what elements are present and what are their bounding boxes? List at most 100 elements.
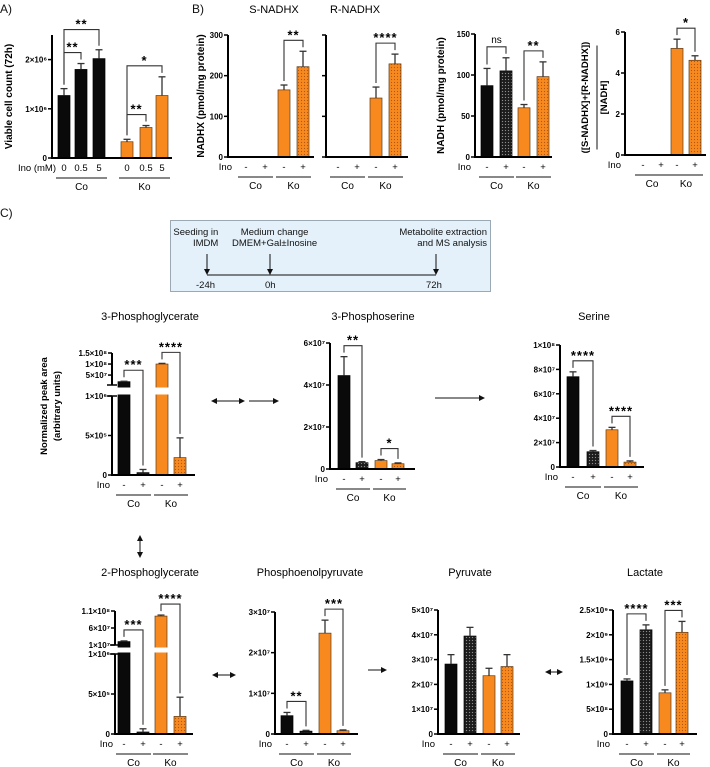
chart-nadh: NADH (pmol/mg protein) - + - +0 50 100 150 Ino Co… [436,30,552,192]
bar [369,97,383,158]
group-label: Co [454,758,467,767]
x-axis-label: Ino [608,160,621,171]
group-label: Co [490,181,503,192]
x-tick-label: + [140,739,146,750]
group-label: Ko [383,493,396,504]
y-tick-label: 5×10⁸ [586,705,608,714]
chart-title: R-NADHX [330,4,381,16]
y-tick-label: 2×10⁷ [304,423,325,432]
y-axis-label: NADHX (pmol/mg protein) [196,34,207,157]
y-tick-label: 5×10⁷ [86,371,107,380]
y-tick-label: 3×10⁷ [249,608,270,617]
significance-label: ** [287,27,299,42]
significance-label: ** [66,40,78,55]
y-tick-label: 0 [321,465,326,474]
y-tick-label: 3×10⁷ [412,656,433,665]
axis-break-gap [117,647,131,653]
significance-bracket [123,629,144,725]
bar [74,69,88,159]
bar [154,615,168,735]
significance-label: *** [124,357,142,372]
significance-bracket [324,608,344,726]
y-tick-label: 0 [616,151,621,160]
x-tick-label: - [342,474,345,485]
y-tick-label: 4×10⁷ [412,631,433,640]
chart-r-nadhx: R-NADHX- + - +Co Ko**** [322,4,408,192]
significance-label: ** [290,688,302,703]
y-tick-label: 1×10⁷ [249,689,270,698]
x-axis-label: Ino [422,739,435,750]
x-tick-label: + [354,162,360,173]
x-tick-label: + [140,480,146,491]
significance-bracket [380,448,399,459]
significance-bracket [123,369,144,466]
significance-bracket [63,28,100,85]
chart-title: 3-Phosphoglycerate [101,311,199,323]
x-tick-label: - [159,739,162,750]
significance-bracket [126,65,163,136]
chart-title: Serine [578,311,610,323]
significance-bracket [664,609,683,686]
significance-label: *** [124,617,142,632]
y-tick-label: 2×10⁹ [586,631,608,640]
x-tick-label: + [177,480,183,491]
x-tick-label: + [340,739,346,750]
timeline-seeding-line1: Seeding in [173,227,219,238]
y-tick-label: 0 [43,154,48,163]
y-tick-label: 2×10⁷ [249,649,270,658]
y-tick-label: 6×10⁷ [534,390,555,399]
significance-bracket [523,50,544,101]
x-tick-label: - [374,162,377,173]
y-tick-label: 1×10⁷ [412,705,433,714]
y-tick-label: 8×10⁷ [534,365,555,374]
significance-label: **** [571,348,595,363]
significance-label: * [386,436,392,451]
bar [173,457,187,476]
significance-label: * [683,15,689,30]
y-tick-label: 0 [429,730,434,739]
group-label: Ko [492,758,505,767]
chart-title: Lactate [627,567,663,579]
x-axis-label: Ino (mM) [18,163,56,174]
chart-lactate: Lactate - + - +0 5×10⁸ 1×10⁹ 1.5×10⁹ 2×10⁹ 2.5×10… [580,567,697,767]
y-axis-label-denominator: [NADH] [599,81,610,115]
significance-label: **** [373,30,397,45]
y-tick-label: 6×10⁷ [304,339,325,348]
x-tick-label: - [122,480,125,491]
bar [688,59,702,156]
bar [586,451,600,468]
bar [117,641,131,735]
y-axis-label-numerator: ([S-NADHX]+[R-NADHX]) [580,42,591,154]
bar [173,716,187,735]
x-tick-label: 5 [96,163,101,174]
bar [517,107,531,158]
timeline-time-start: -24h [196,280,216,291]
y-tick-label: 4 [616,69,621,78]
y-tick-label: 0 [604,730,609,739]
group-label: Co [249,181,262,192]
x-tick-label: - [282,162,285,173]
timeline-seeding: Seeding in IMDM [173,227,218,249]
bar [139,127,153,159]
x-tick-label: + [303,739,309,750]
x-tick-label: - [610,472,613,483]
x-axis-label: Ino [100,739,113,750]
x-tick-label: 0.5 [74,163,87,174]
y-tick-label: 1.5×10⁹ [580,656,609,665]
y-tick-label: 1×10⁶ [88,650,110,659]
x-tick-label: + [540,162,546,173]
significance-label: *** [325,596,343,611]
significance-label: **** [624,601,648,616]
x-axis-label: Ino [597,739,610,750]
axis-break-gap [155,387,169,395]
significance-bracket [572,360,594,447]
significance-label: ** [75,17,87,32]
y-tick-label: 2×10⁷ [412,680,433,689]
bar [463,635,477,735]
x-tick-label: 0.5 [139,163,152,174]
significance-label: **** [158,591,182,606]
chart-title: S-NADHX [249,4,299,16]
x-tick-label: - [379,474,382,485]
